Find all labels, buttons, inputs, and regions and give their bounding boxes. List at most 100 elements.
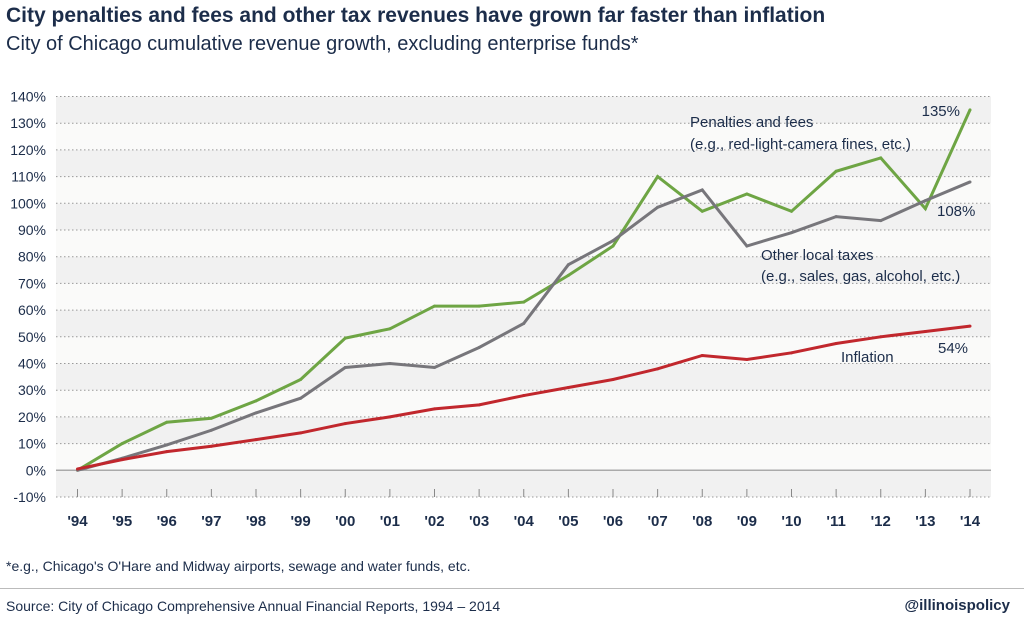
data-point-1	[700, 188, 704, 192]
grid-band	[56, 96, 991, 124]
y-tick-label: 10%	[18, 436, 46, 452]
grid-band	[56, 176, 991, 204]
grid-band	[56, 336, 991, 364]
y-tick-label: 70%	[18, 275, 46, 291]
data-point-0	[879, 156, 883, 160]
data-point-0	[388, 327, 392, 331]
data-point-1	[968, 180, 972, 184]
data-point-2	[299, 431, 303, 435]
y-tick-label: 60%	[18, 302, 46, 318]
data-point-0	[299, 378, 303, 382]
data-point-1	[433, 366, 436, 370]
data-point-0	[165, 420, 169, 424]
data-point-1	[209, 428, 213, 432]
data-point-1	[745, 244, 749, 248]
chart-title: City penalties and fees and other tax re…	[6, 4, 826, 27]
data-point-2	[165, 450, 169, 454]
grid-band	[56, 256, 991, 284]
data-point-1	[388, 362, 392, 365]
y-tick-label: 40%	[18, 356, 46, 372]
data-point-0	[923, 207, 927, 211]
data-point-1	[879, 219, 883, 223]
data-point-2	[76, 467, 79, 471]
data-point-0	[790, 209, 793, 213]
data-point-2	[834, 341, 838, 345]
data-point-0	[254, 399, 258, 403]
y-tick-label: 20%	[18, 409, 46, 425]
series-sublabel-other-taxes: (e.g., sales, gas, alcohol, etc.)	[761, 268, 960, 285]
data-point-0	[656, 175, 660, 179]
data-point-1	[834, 215, 838, 219]
data-point-0	[477, 304, 481, 308]
grid-band	[56, 230, 991, 257]
data-point-0	[611, 244, 615, 248]
x-tick-label: '11	[826, 513, 845, 530]
data-point-2	[790, 351, 793, 355]
y-tick-label: 120%	[10, 142, 46, 158]
x-tick-label: '96	[157, 513, 177, 530]
data-point-2	[745, 357, 749, 361]
y-tick-label: 90%	[18, 222, 46, 238]
data-point-0	[700, 209, 704, 213]
data-point-1	[656, 205, 660, 209]
x-tick-label: '04	[514, 513, 535, 530]
grid-band	[56, 123, 991, 150]
series-label-penalties: Penalties and fees	[690, 114, 813, 131]
x-tick-label: '02	[424, 513, 444, 530]
y-tick-label: 130%	[10, 115, 46, 131]
x-tick-label: '08	[692, 513, 712, 530]
end-label-other-taxes: 108%	[937, 203, 975, 220]
x-tick-label: '14	[960, 513, 981, 530]
grid-band	[56, 149, 991, 177]
data-point-2	[343, 422, 347, 426]
data-point-1	[343, 366, 347, 370]
data-point-2	[433, 407, 436, 411]
grid-band	[56, 283, 991, 311]
data-point-0	[745, 192, 749, 196]
x-tick-label: '03	[469, 513, 489, 530]
data-point-2	[923, 329, 927, 333]
x-tick-label: '98	[246, 513, 266, 530]
x-tick-label: '05	[558, 513, 578, 530]
y-tick-label: 80%	[18, 249, 46, 265]
x-tick-label: '12	[871, 513, 891, 530]
grid-band	[56, 363, 991, 391]
data-point-1	[299, 396, 303, 400]
data-point-1	[254, 411, 258, 415]
data-point-2	[388, 415, 392, 419]
end-label-penalties: 135%	[922, 103, 960, 120]
source-note: Source: City of Chicago Comprehensive An…	[6, 598, 501, 614]
data-point-0	[120, 442, 124, 446]
data-point-0	[834, 169, 838, 173]
y-tick-label: 30%	[18, 382, 46, 398]
x-tick-label: '10	[781, 513, 801, 530]
data-point-2	[566, 386, 570, 390]
y-tick-label: -10%	[13, 489, 46, 505]
x-tick-label: '07	[647, 513, 667, 530]
end-label-inflation: 54%	[938, 340, 968, 357]
data-point-2	[879, 335, 883, 339]
data-point-2	[209, 444, 213, 448]
data-point-2	[656, 367, 660, 371]
y-tick-label: 100%	[10, 195, 46, 211]
y-tick-label: 0%	[26, 462, 46, 478]
y-tick-label: 50%	[18, 329, 46, 345]
data-point-1	[522, 321, 526, 325]
y-tick-label: 110%	[11, 169, 46, 185]
data-point-2	[477, 403, 481, 407]
data-point-1	[923, 199, 927, 203]
x-tick-label: '06	[603, 513, 623, 530]
data-point-2	[254, 438, 258, 442]
series-sublabel-penalties: (e.g., red-light-camera fines, etc.)	[690, 136, 911, 153]
series-label-inflation: Inflation	[841, 349, 894, 366]
x-tick-label: '97	[201, 513, 221, 530]
data-point-2	[120, 458, 124, 462]
x-tick-label: '00	[335, 513, 355, 530]
x-tick-label: '99	[290, 513, 310, 530]
footnote: *e.g., Chicago's O'Hare and Midway airpo…	[6, 558, 471, 574]
data-point-2	[522, 394, 526, 398]
data-point-1	[611, 239, 615, 243]
x-tick-label: '94	[67, 513, 88, 530]
data-point-2	[968, 324, 972, 328]
